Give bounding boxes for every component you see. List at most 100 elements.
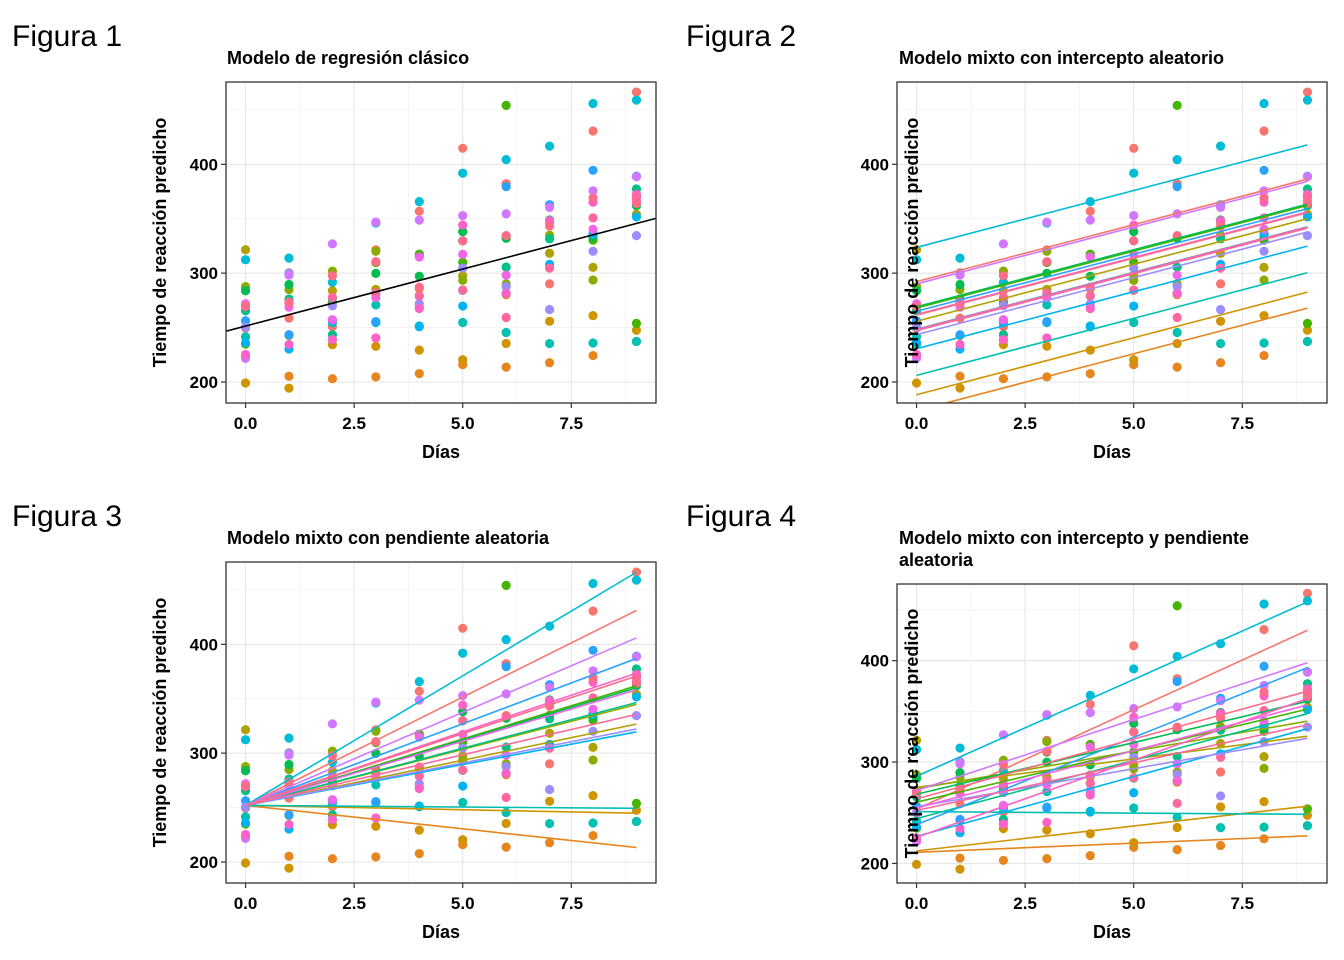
data-point — [631, 567, 642, 577]
fit-line — [245, 571, 637, 807]
data-point — [588, 186, 598, 196]
data-point — [588, 790, 598, 801]
data-point — [1259, 796, 1269, 807]
data-point — [501, 327, 511, 338]
data-point — [414, 215, 424, 225]
data-point — [327, 751, 338, 761]
data-point — [911, 255, 922, 265]
fit-line — [916, 203, 1308, 308]
data-point — [631, 692, 642, 702]
data-point — [544, 279, 555, 289]
data-point — [371, 333, 381, 343]
fit-line — [245, 804, 637, 810]
data-point — [458, 797, 468, 808]
data-point — [458, 301, 468, 311]
data-point — [1259, 310, 1269, 321]
data-point — [1042, 825, 1052, 835]
y-tick-label: 400 — [190, 155, 218, 174]
fit-line — [245, 804, 637, 815]
data-point — [1259, 262, 1269, 272]
fit-line — [916, 712, 1308, 820]
data-point — [1259, 661, 1269, 671]
y-tick-label: 200 — [861, 854, 889, 873]
data-point — [1302, 821, 1313, 831]
data-point — [1129, 727, 1139, 737]
data-point — [631, 798, 642, 808]
data-point — [588, 126, 598, 136]
data-point — [911, 744, 922, 755]
data-point — [1042, 341, 1052, 351]
x-axis-title: Días — [1093, 442, 1131, 462]
data-point — [1172, 798, 1182, 808]
data-point — [955, 823, 965, 834]
data-point — [501, 807, 511, 818]
plot-background — [226, 82, 656, 403]
y-tick-label: 400 — [190, 635, 218, 654]
x-tick-label: 0.0 — [905, 894, 929, 913]
data-point — [911, 735, 922, 745]
data-point — [284, 733, 294, 743]
data-point — [631, 231, 642, 241]
figure-label: Figura 2 — [686, 20, 796, 53]
data-point — [284, 330, 294, 340]
data-point — [371, 796, 381, 807]
data-point — [327, 815, 338, 825]
data-point — [371, 217, 381, 227]
fit-lines — [245, 571, 637, 849]
data-point — [1172, 289, 1182, 299]
data-point — [458, 168, 468, 178]
data-point — [240, 829, 251, 840]
fit-line — [916, 231, 1308, 336]
data-point — [1172, 822, 1182, 833]
data-point — [1172, 182, 1182, 192]
data-point — [1042, 737, 1052, 747]
figure-label: Figura 1 — [12, 20, 122, 53]
data-point — [588, 704, 598, 714]
fit-line — [916, 272, 1308, 377]
chart-title-line2: aleatoria — [899, 550, 974, 570]
data-point — [414, 676, 424, 687]
data-point — [371, 852, 381, 862]
data-point — [1172, 845, 1182, 855]
plot-border — [225, 561, 657, 884]
fit-line — [942, 307, 1308, 403]
fit-line — [245, 675, 637, 807]
data-point — [998, 374, 1009, 384]
data-point — [458, 835, 468, 845]
chart-panel-2: Figura 2 Modelo mixto con intercepto alea… — [686, 20, 1328, 462]
data-point — [1302, 318, 1313, 328]
data-point — [1172, 100, 1182, 110]
x-tick-label: 2.5 — [1013, 894, 1037, 913]
data-point — [631, 678, 642, 688]
data-point — [240, 349, 251, 360]
data-point — [911, 338, 922, 348]
chart-panel-1: Figura 1 Modelo de regresión clásico 0.0 2.… — [12, 20, 657, 462]
data-point — [240, 858, 251, 868]
data-point — [544, 304, 555, 315]
data-point — [911, 286, 922, 296]
data-point — [1129, 355, 1139, 365]
data-point — [588, 275, 598, 285]
data-point — [1172, 270, 1182, 280]
data-point — [1129, 236, 1139, 246]
data-point — [284, 750, 294, 760]
y-tick-label: 400 — [861, 155, 889, 174]
data-point — [631, 816, 642, 827]
data-point — [1042, 817, 1052, 827]
data-point — [1129, 168, 1139, 178]
x-tick-label: 7.5 — [1230, 894, 1254, 913]
data-point — [284, 759, 294, 770]
y-tick-label: 400 — [861, 652, 889, 671]
data-point — [544, 202, 555, 212]
data-point — [327, 374, 338, 384]
fit-line — [226, 217, 656, 332]
data-point — [544, 316, 555, 326]
x-tick-label: 7.5 — [559, 414, 583, 433]
data-point — [458, 623, 468, 633]
data-point — [588, 213, 598, 223]
data-point — [631, 575, 642, 585]
fit-line — [916, 180, 1308, 285]
fit-line — [916, 835, 1308, 854]
data-point — [414, 783, 424, 794]
data-point — [1085, 778, 1095, 788]
